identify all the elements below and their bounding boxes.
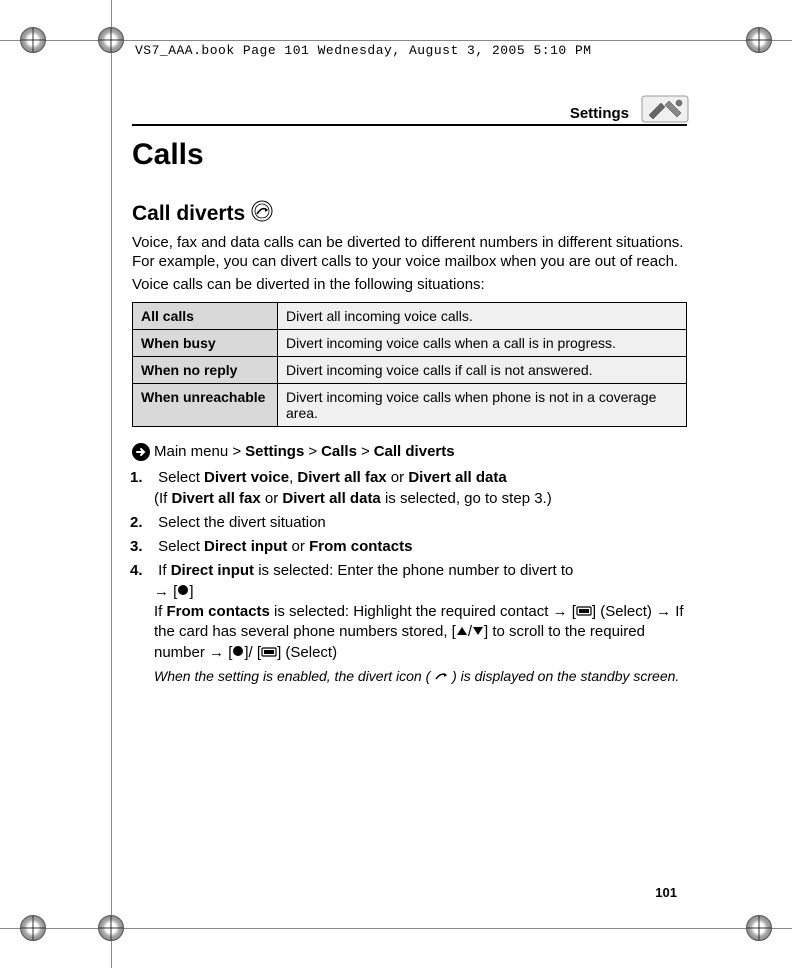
crop-circle-icon [746, 27, 772, 53]
arrow-circle-icon [132, 443, 150, 461]
step-text: (Select) [281, 644, 337, 661]
arrow-icon: → [209, 644, 224, 661]
arrow-icon: → [154, 583, 169, 600]
table-header-cell: When no reply [133, 357, 278, 384]
step-bold: Divert all fax [172, 490, 261, 507]
step-bold: Divert all fax [297, 469, 386, 486]
step-3: 3. Select Direct input or From contacts [154, 537, 687, 557]
step-text: If [158, 562, 171, 579]
menu-path: Main menu > Settings > Calls > Call dive… [132, 441, 687, 462]
subsection-title-text: Call diverts [132, 202, 245, 226]
softkey-icon [261, 643, 277, 663]
step-bold: Divert all data [408, 469, 506, 486]
step-bold: Direct input [204, 538, 287, 555]
table-data-cell: Divert incoming voice calls when phone i… [278, 384, 687, 427]
nav-sep: > [361, 441, 370, 462]
nav-item: Settings [245, 441, 304, 462]
page-title: Calls [132, 138, 687, 172]
print-header: VS7_AAA.book Page 101 Wednesday, August … [135, 43, 592, 58]
table-row: When busy Divert incoming voice calls wh… [133, 330, 687, 357]
down-key-icon [472, 622, 484, 642]
step-text: Select the divert situation [158, 514, 326, 531]
table-header-cell: All calls [133, 303, 278, 330]
steps-list: 1. Select Divert voice, Divert all fax o… [132, 468, 687, 686]
crop-circle-icon [98, 27, 124, 53]
subsection-title: Call diverts [132, 200, 687, 228]
step-number: 4. [130, 561, 154, 581]
nav-sep: > [308, 441, 317, 462]
step-bold: From contacts [167, 603, 270, 620]
step-text: is selected: Enter the phone number to d… [254, 562, 573, 579]
step-bold: From contacts [309, 538, 412, 555]
note-text: When the setting is enabled, the divert … [154, 668, 430, 684]
nav-item: Call diverts [374, 441, 455, 462]
table-header-cell: When busy [133, 330, 278, 357]
step-text: Select [158, 538, 204, 555]
up-key-icon [456, 622, 468, 642]
table-header-cell: When unreachable [133, 384, 278, 427]
table-data-cell: Divert all incoming voice calls. [278, 303, 687, 330]
divert-icon [251, 200, 273, 228]
step-4: 4. If Direct input is selected: Enter th… [154, 561, 687, 686]
bracket: [ [224, 644, 232, 661]
settings-wrench-icon [641, 95, 689, 127]
step-bold: Divert voice [204, 469, 289, 486]
step-text: or [387, 469, 409, 486]
section-title: Settings [570, 105, 629, 122]
page-number: 101 [655, 885, 677, 900]
step-text: or [287, 538, 309, 555]
bracket: ] [189, 583, 193, 600]
softkey-icon [576, 602, 592, 622]
table-row: All calls Divert all incoming voice call… [133, 303, 687, 330]
bracket: [ [169, 583, 177, 600]
step-number: 2. [130, 513, 154, 533]
crop-circle-icon [98, 915, 124, 941]
step-sub: If From contacts is selected: Highlight … [154, 602, 687, 663]
step-number: 3. [130, 537, 154, 557]
divert-small-icon [434, 668, 448, 687]
step-number: 1. [130, 468, 154, 488]
step-2: 2. Select the divert situation [154, 513, 687, 533]
crop-circle-icon [20, 27, 46, 53]
step-note: When the setting is enabled, the divert … [154, 667, 687, 687]
center-key-icon [232, 643, 244, 663]
table-data-cell: Divert incoming voice calls when a call … [278, 330, 687, 357]
step-text: (Select) [596, 603, 656, 620]
crop-line-left [111, 0, 112, 968]
step-sub: (If Divert all fax or Divert all data is… [154, 489, 687, 509]
step-bold: Divert all data [282, 490, 380, 507]
step-text: (If [154, 490, 172, 507]
step-1: 1. Select Divert voice, Divert all fax o… [154, 468, 687, 509]
note-text: ) is displayed on the standby screen. [452, 668, 679, 684]
step-text: Select [158, 469, 204, 486]
page-content: Settings Calls Call diverts Voice, fax a… [132, 105, 687, 691]
bracket: [ [253, 644, 261, 661]
center-key-icon [177, 582, 189, 602]
section-header: Settings [132, 105, 687, 126]
arrow-icon: → [553, 603, 568, 620]
intro-paragraph-1: Voice, fax and data calls can be diverte… [132, 234, 687, 272]
step-bold: Direct input [171, 562, 254, 579]
step-text: or [261, 490, 283, 507]
step-text: If [154, 603, 167, 620]
crop-circle-icon [20, 915, 46, 941]
divert-situations-table: All calls Divert all incoming voice call… [132, 302, 687, 427]
intro-paragraph-2: Voice calls can be diverted in the follo… [132, 276, 687, 295]
table-row: When no reply Divert incoming voice call… [133, 357, 687, 384]
step-text: is selected: Highlight the required cont… [270, 603, 553, 620]
nav-item: Calls [321, 441, 357, 462]
nav-prefix: Main menu > [154, 441, 241, 462]
table-row: When unreachable Divert incoming voice c… [133, 384, 687, 427]
step-sub: → [] [154, 582, 687, 602]
arrow-icon: → [656, 603, 671, 620]
step-text: is selected, go to step 3.) [381, 490, 552, 507]
crop-circle-icon [746, 915, 772, 941]
table-data-cell: Divert incoming voice calls if call is n… [278, 357, 687, 384]
